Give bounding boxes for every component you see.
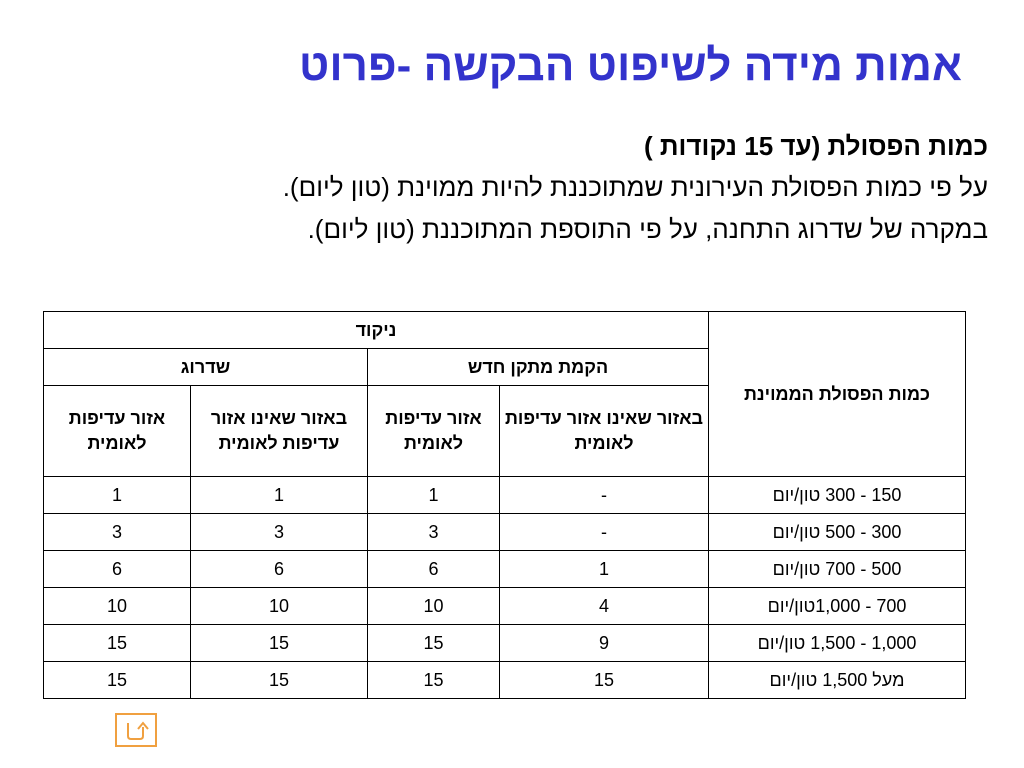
cell-upgrade-not-priority: 1 bbox=[190, 476, 368, 514]
cell-range: 150 - 300 טון/יום bbox=[708, 476, 966, 514]
cell-range: 500 - 700 טון/יום bbox=[708, 550, 966, 588]
cell-upgrade-not-priority: 3 bbox=[190, 513, 368, 551]
intro-line-2: במקרה של שדרוג התחנה, על פי התוספת המתוכ… bbox=[307, 214, 988, 244]
section-subhead: כמות הפסולת (עד 15 נקודות ) bbox=[643, 131, 988, 161]
header-upgrade-not-priority: באזור שאינו אזור עדיפות לאומית bbox=[190, 385, 368, 477]
cell-range: 1,000 - 1,500 טון/יום bbox=[708, 624, 966, 662]
cell-upgrade-not-priority: 6 bbox=[190, 550, 368, 588]
header-new-priority: אזור עדיפות לאומית bbox=[367, 385, 500, 477]
return-button[interactable] bbox=[115, 713, 157, 747]
header-upgrade: שדרוג bbox=[43, 348, 368, 386]
header-new-not-priority: באזור שאינו אזור עדיפות לאומית bbox=[499, 385, 709, 477]
cell-new-not-priority: 15 bbox=[499, 661, 709, 699]
cell-new-not-priority: 1 bbox=[499, 550, 709, 588]
cell-new-priority: 1 bbox=[367, 476, 500, 514]
table-row: 1,000 - 1,500 טון/יום 9 15 15 15 bbox=[43, 624, 966, 662]
scoring-table: כמות הפסולת הממוינת ניקוד הקמת מתקן חדש … bbox=[43, 311, 966, 699]
cell-upgrade-priority: 15 bbox=[43, 624, 191, 662]
header-new-facility: הקמת מתקן חדש bbox=[367, 348, 709, 386]
page-title: אמות מידה לשיפוט הבקשה -פרוט bbox=[299, 41, 962, 90]
cell-range: 700 - 1,000טון/יום bbox=[708, 587, 966, 625]
cell-new-not-priority: 9 bbox=[499, 624, 709, 662]
header-score: ניקוד bbox=[43, 311, 709, 349]
cell-new-priority: 6 bbox=[367, 550, 500, 588]
cell-upgrade-not-priority: 10 bbox=[190, 587, 368, 625]
cell-upgrade-priority: 6 bbox=[43, 550, 191, 588]
table-row: 300 - 500 טון/יום - 3 3 3 bbox=[43, 513, 966, 551]
intro-text: כמות הפסולת (עד 15 נקודות ) על פי כמות ה… bbox=[48, 126, 988, 250]
cell-range: מעל 1,500 טון/יום bbox=[708, 661, 966, 699]
cell-new-not-priority: 4 bbox=[499, 587, 709, 625]
cell-new-priority: 3 bbox=[367, 513, 500, 551]
cell-upgrade-not-priority: 15 bbox=[190, 661, 368, 699]
cell-new-priority: 15 bbox=[367, 624, 500, 662]
cell-upgrade-priority: 3 bbox=[43, 513, 191, 551]
table-row: 500 - 700 טון/יום 1 6 6 6 bbox=[43, 550, 966, 588]
cell-range: 300 - 500 טון/יום bbox=[708, 513, 966, 551]
return-arrow-icon bbox=[127, 721, 149, 740]
cell-upgrade-priority: 1 bbox=[43, 476, 191, 514]
header-waste-amount: כמות הפסולת הממוינת bbox=[708, 311, 966, 477]
cell-new-not-priority: - bbox=[499, 476, 709, 514]
intro-line-1: על פי כמות הפסולת העירונית שמתוכננת להיו… bbox=[282, 172, 988, 202]
cell-upgrade-not-priority: 15 bbox=[190, 624, 368, 662]
cell-new-priority: 10 bbox=[367, 587, 500, 625]
cell-new-priority: 15 bbox=[367, 661, 500, 699]
table-row: 150 - 300 טון/יום - 1 1 1 bbox=[43, 476, 966, 514]
table-row: מעל 1,500 טון/יום 15 15 15 15 bbox=[43, 661, 966, 699]
cell-upgrade-priority: 10 bbox=[43, 587, 191, 625]
cell-new-not-priority: - bbox=[499, 513, 709, 551]
header-upgrade-priority: אזור עדיפות לאומית bbox=[43, 385, 191, 477]
cell-upgrade-priority: 15 bbox=[43, 661, 191, 699]
table-row: 700 - 1,000טון/יום 4 10 10 10 bbox=[43, 587, 966, 625]
